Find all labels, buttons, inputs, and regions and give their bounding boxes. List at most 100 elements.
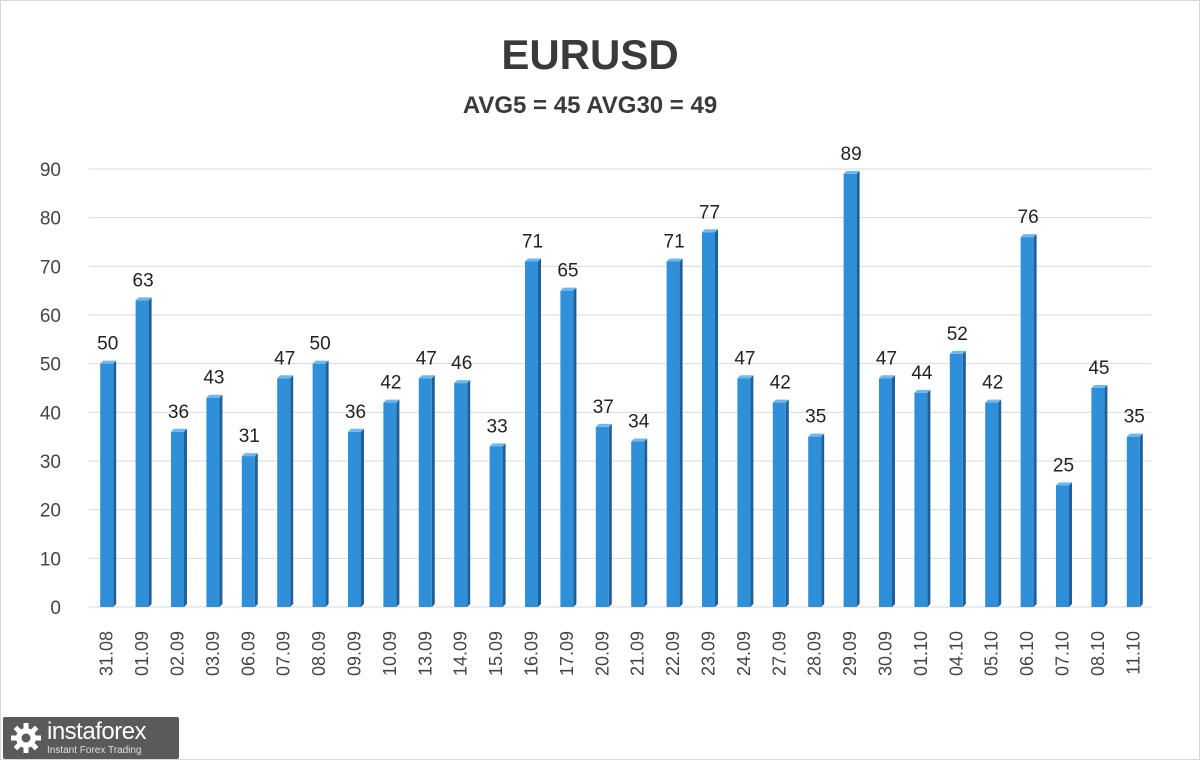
x-tick-label: 17.09 xyxy=(557,631,577,676)
x-tick-label: 14.09 xyxy=(451,631,471,676)
data-label: 37 xyxy=(593,397,614,418)
x-tick-label: 01.10 xyxy=(911,631,931,676)
data-label: 35 xyxy=(1124,407,1145,428)
data-label: 76 xyxy=(1018,207,1039,228)
bar-front xyxy=(312,363,326,607)
bar-front xyxy=(772,402,786,607)
chart-title: EURUSD xyxy=(501,31,678,78)
instaforex-logo: instaforex Instant Forex Trading xyxy=(3,717,179,759)
x-tick-label: 03.09 xyxy=(203,631,223,676)
bar-front xyxy=(348,431,361,607)
x-tick-label: 28.09 xyxy=(805,631,825,676)
bar-top xyxy=(631,438,648,442)
bar-front xyxy=(631,441,645,607)
x-tick-label: 22.09 xyxy=(663,631,683,676)
bar xyxy=(560,287,577,607)
bar-top xyxy=(100,360,117,364)
bar-side xyxy=(396,399,400,607)
data-label: 71 xyxy=(522,231,543,252)
bar-side xyxy=(361,428,364,607)
bar-top xyxy=(348,428,364,432)
bar-top xyxy=(772,399,789,403)
bar xyxy=(914,389,931,607)
bar xyxy=(525,258,541,607)
bar-top xyxy=(595,423,612,427)
y-tick-label: 80 xyxy=(40,209,61,230)
bar-front xyxy=(1126,436,1140,607)
bar-front xyxy=(879,378,892,607)
bar-front xyxy=(985,402,999,607)
chart-subtitle: AVG5 = 45 AVG30 = 49 xyxy=(463,92,717,119)
data-label: 52 xyxy=(947,324,968,345)
bar-side xyxy=(608,423,612,607)
x-tick-label: 01.09 xyxy=(132,631,152,676)
bar xyxy=(489,443,506,607)
x-tick-label: 24.09 xyxy=(734,631,754,676)
bar xyxy=(843,170,860,607)
bar xyxy=(1126,433,1143,607)
data-label: 63 xyxy=(133,270,154,291)
bar-front xyxy=(418,378,432,607)
bar xyxy=(595,423,612,607)
x-tick-label: 31.08 xyxy=(97,631,117,676)
bar-front xyxy=(241,456,255,607)
bar xyxy=(666,258,683,607)
bar-front xyxy=(914,392,928,607)
bar xyxy=(135,297,152,607)
bar xyxy=(241,453,258,607)
bar-top xyxy=(843,170,860,174)
bar-top xyxy=(312,360,329,364)
bar-top xyxy=(241,453,258,457)
bar-side xyxy=(962,350,966,607)
bar xyxy=(418,375,435,607)
x-tick-label: 21.09 xyxy=(628,631,648,676)
bar-side xyxy=(998,399,1002,607)
bar-front xyxy=(135,300,149,607)
bar-top xyxy=(914,389,931,393)
bar-top xyxy=(666,258,683,262)
data-label: 89 xyxy=(841,144,862,165)
logo-name: instaforex xyxy=(47,718,147,745)
bar xyxy=(277,375,294,607)
data-label: 35 xyxy=(805,407,826,428)
bar xyxy=(171,428,187,607)
data-label: 71 xyxy=(664,231,685,252)
x-tick-label: 04.10 xyxy=(946,631,966,676)
bar-front xyxy=(702,232,715,607)
bar-side xyxy=(1069,482,1072,607)
data-label: 50 xyxy=(310,334,331,355)
bar-front xyxy=(843,173,857,607)
bar-side xyxy=(785,399,789,607)
bar-side xyxy=(538,258,541,607)
bar-top xyxy=(277,375,294,379)
bar-side xyxy=(467,380,471,607)
bar-side xyxy=(254,453,258,607)
y-tick-label: 90 xyxy=(40,160,61,181)
data-label: 34 xyxy=(628,412,650,433)
x-tick-label: 23.09 xyxy=(699,631,719,676)
x-tick-label: 16.09 xyxy=(522,631,542,676)
bar xyxy=(206,394,223,607)
bar-front xyxy=(1056,485,1069,607)
bar xyxy=(737,375,754,607)
bar-side xyxy=(821,433,825,607)
data-label: 45 xyxy=(1088,358,1109,379)
bar-side xyxy=(325,360,329,607)
x-tick-label: 15.09 xyxy=(486,631,506,676)
bar-front xyxy=(949,353,963,607)
x-tick-label: 08.09 xyxy=(309,631,329,676)
bar xyxy=(1091,385,1108,607)
x-tick-label: 11.10 xyxy=(1123,631,1143,675)
y-tick-label: 20 xyxy=(40,501,61,522)
bar-top xyxy=(171,428,187,432)
bar-side xyxy=(184,428,187,607)
bar xyxy=(702,229,718,607)
bar-top xyxy=(808,433,825,437)
bar xyxy=(348,428,364,607)
bar-top xyxy=(206,394,223,398)
x-tick-label: 06.10 xyxy=(1017,631,1037,676)
data-label: 46 xyxy=(451,353,472,374)
y-tick-label: 40 xyxy=(40,403,61,424)
x-tick-label: 07.09 xyxy=(274,631,294,676)
